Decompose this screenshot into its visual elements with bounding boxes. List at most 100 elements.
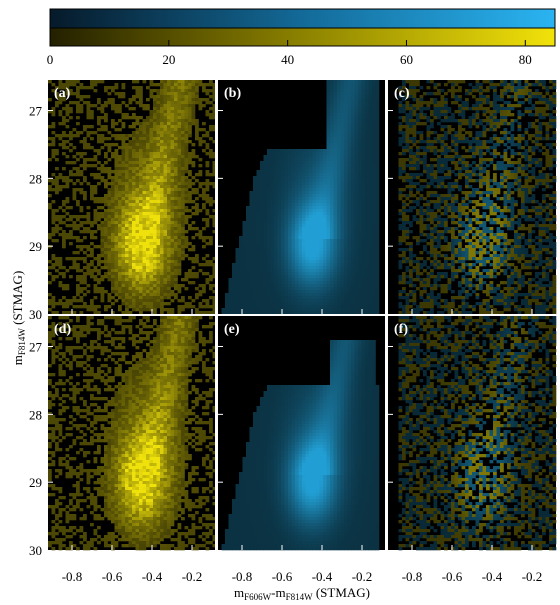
heatmap-cell — [288, 164, 292, 168]
heatmap-cell — [125, 275, 129, 279]
heatmap-cell — [156, 179, 161, 183]
heatmap-cell — [298, 284, 303, 288]
heatmap-cell — [135, 272, 140, 276]
heatmap-cell — [330, 176, 334, 180]
heatmap-cell — [146, 275, 150, 279]
heatmap-cell — [142, 131, 147, 135]
heatmap-cell — [375, 272, 380, 276]
heatmap-cell — [135, 257, 140, 261]
heatmap-cell — [267, 281, 271, 285]
heatmap-cell — [302, 311, 306, 315]
heatmap-cell — [146, 218, 150, 222]
heatmap-cell — [309, 185, 313, 189]
heatmap-cell — [232, 284, 236, 288]
heatmap-cell — [284, 152, 289, 156]
heatmap-cell — [298, 281, 303, 285]
heatmap-cell — [249, 230, 254, 234]
heatmap-cell — [344, 128, 348, 132]
heatmap-cell — [174, 170, 178, 174]
heatmap-cell — [246, 311, 250, 315]
heatmap-cell — [62, 134, 66, 138]
heatmap-cell — [128, 263, 133, 267]
heatmap-cell — [118, 134, 122, 138]
heatmap-cell — [79, 173, 84, 177]
heatmap-cell — [354, 242, 359, 246]
heatmap-cell — [323, 227, 327, 231]
heatmap-cell — [284, 293, 289, 297]
heatmap-cell — [142, 128, 147, 132]
heatmap-cell — [330, 95, 334, 99]
heatmap-cell — [298, 311, 303, 315]
heatmap-cell — [351, 296, 355, 300]
heatmap-cell — [205, 101, 210, 105]
heatmap-cell — [277, 278, 282, 282]
heatmap-cell — [326, 236, 331, 240]
heatmap-cell — [323, 149, 327, 153]
heatmap-cell — [326, 197, 331, 201]
heatmap-cell — [139, 263, 143, 267]
heatmap-cell — [174, 269, 178, 273]
heatmap-cell — [76, 218, 80, 222]
heatmap-cell — [351, 227, 355, 231]
heatmap-cell — [104, 230, 108, 234]
heatmap-cell — [48, 281, 52, 285]
heatmap-cell — [167, 257, 171, 261]
heatmap-cell — [319, 284, 324, 288]
heatmap-cell — [205, 194, 210, 198]
heatmap-cell — [277, 149, 282, 153]
heatmap-cell — [160, 80, 164, 84]
heatmap-cell — [153, 245, 157, 249]
heatmap-cell — [361, 113, 366, 117]
heatmap-cell — [249, 281, 254, 285]
heatmap-cell — [281, 266, 285, 270]
heatmap-cell — [305, 230, 310, 234]
heatmap-cell — [340, 119, 345, 123]
heatmap-cell — [260, 212, 264, 216]
heatmap-cell — [135, 143, 140, 147]
heatmap-cell — [191, 113, 196, 117]
heatmap-cell — [372, 206, 376, 210]
heatmap-cell — [125, 299, 129, 303]
heatmap-cell — [361, 134, 366, 138]
heatmap-cell — [167, 287, 171, 291]
heatmap-cell — [365, 218, 369, 222]
heatmap-cell — [358, 137, 362, 141]
heatmap-cell — [62, 167, 66, 171]
heatmap-cell — [55, 86, 59, 90]
heatmap-cell — [358, 227, 362, 231]
heatmap-cell — [100, 230, 105, 234]
heatmap-cell — [205, 83, 210, 87]
heatmap-cell — [263, 290, 268, 294]
heatmap-cell — [326, 206, 331, 210]
heatmap-cell — [288, 242, 292, 246]
heatmap-cell — [365, 137, 369, 141]
heatmap-cell — [298, 227, 303, 231]
heatmap-cell — [305, 278, 310, 282]
heatmap-cell — [83, 287, 87, 291]
heatmap-cell — [333, 140, 338, 144]
heatmap-cell — [146, 164, 150, 168]
heatmap-cell — [163, 104, 168, 108]
heatmap-cell — [209, 236, 213, 240]
heatmap-cell — [135, 149, 140, 153]
heatmap-cell — [330, 209, 334, 213]
heatmap-cell — [323, 254, 327, 258]
heatmap-cell — [375, 185, 380, 189]
heatmap-cell — [153, 272, 157, 276]
heatmap-cell — [121, 272, 126, 276]
heatmap-cell — [174, 248, 178, 252]
heatmap-cell — [132, 236, 136, 240]
heatmap-cell — [160, 254, 164, 258]
heatmap-cell — [316, 218, 320, 222]
heatmap-cell — [375, 137, 380, 141]
heatmap-cell — [375, 164, 380, 168]
heatmap-cell — [323, 152, 327, 156]
heatmap-cell — [354, 188, 359, 192]
heatmap-cell — [333, 248, 338, 252]
heatmap-cell — [177, 308, 182, 312]
heatmap-cell — [372, 140, 376, 144]
heatmap-cell — [235, 257, 240, 261]
heatmap-cell — [347, 122, 352, 126]
heatmap-cell — [51, 218, 56, 222]
heatmap-cell — [337, 242, 341, 246]
